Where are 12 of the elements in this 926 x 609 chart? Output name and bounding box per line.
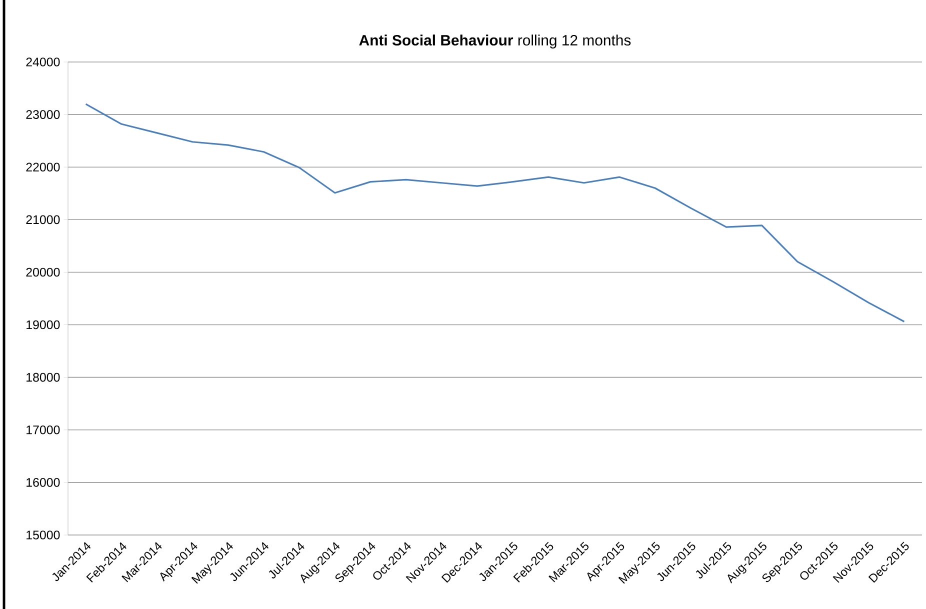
y-tick-label: 18000 — [26, 372, 60, 382]
y-tick-label: 21000 — [26, 215, 60, 224]
y-tick-label: 20000 — [26, 268, 60, 277]
y-tick-label: 19000 — [26, 320, 60, 330]
y-tick-label: 23000 — [26, 110, 60, 119]
y-tick-label: 15000 — [26, 530, 60, 540]
y-tick-label: 22000 — [26, 162, 60, 172]
y-tick-label: 16000 — [26, 478, 60, 487]
y-tick-label: 24000 — [26, 58, 60, 66]
line-series — [85, 103, 906, 322]
chart-title: Anti Social Behaviour rolling 12 months — [359, 34, 631, 48]
y-tick-label: 17000 — [26, 425, 60, 434]
